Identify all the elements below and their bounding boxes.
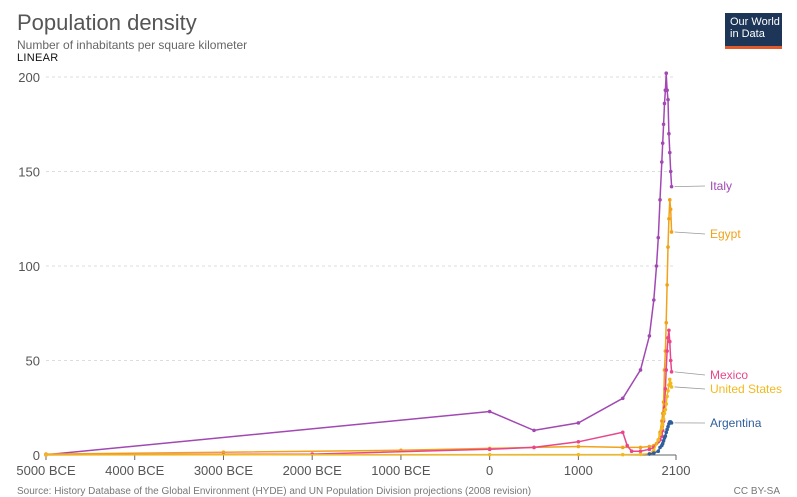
data-point xyxy=(669,381,673,385)
data-point xyxy=(668,378,672,382)
data-point xyxy=(660,427,664,431)
y-tick-label: 150 xyxy=(18,165,40,180)
data-point xyxy=(666,336,670,340)
data-point xyxy=(532,429,536,433)
data-point xyxy=(577,421,581,425)
data-point xyxy=(664,434,668,438)
label-connector xyxy=(675,232,705,234)
source-note: Source: History Database of the Global E… xyxy=(17,486,531,497)
data-point xyxy=(669,170,673,174)
x-tick-label: 1000 BCE xyxy=(371,463,431,478)
data-point xyxy=(488,410,492,414)
data-point xyxy=(669,208,673,212)
y-tick-label: 200 xyxy=(18,70,40,85)
data-point xyxy=(666,245,670,249)
data-point xyxy=(652,451,656,455)
data-point xyxy=(670,421,674,425)
data-point xyxy=(652,298,656,302)
data-point xyxy=(665,349,669,353)
series-label: United States xyxy=(710,382,782,396)
data-point xyxy=(648,334,652,338)
data-point xyxy=(665,88,669,92)
data-point xyxy=(639,446,643,450)
data-point xyxy=(222,450,226,454)
data-point xyxy=(666,389,670,393)
data-point xyxy=(44,453,48,457)
data-point xyxy=(658,198,662,202)
data-point xyxy=(661,423,665,427)
data-point xyxy=(662,122,666,126)
label-connector xyxy=(675,372,705,375)
x-tick-label: 2100 xyxy=(662,463,691,478)
data-point xyxy=(664,321,668,325)
data-point xyxy=(655,264,659,268)
data-point xyxy=(656,438,660,442)
data-point xyxy=(664,71,668,75)
data-point xyxy=(532,446,536,450)
label-connector xyxy=(675,387,705,389)
series-line-italy xyxy=(46,73,672,455)
data-point xyxy=(667,217,671,221)
y-tick-label: 100 xyxy=(18,259,40,274)
data-point xyxy=(639,449,643,453)
series-line-egypt xyxy=(46,200,672,454)
data-point xyxy=(639,453,643,457)
data-point xyxy=(648,448,652,452)
data-point xyxy=(577,453,581,457)
x-tick-label: 2000 BCE xyxy=(283,463,343,478)
data-point xyxy=(664,368,668,372)
data-point xyxy=(665,283,669,287)
x-tick-label: 5000 BCE xyxy=(16,463,76,478)
data-point xyxy=(488,448,492,452)
data-point xyxy=(663,412,667,416)
data-point xyxy=(639,368,643,372)
data-point xyxy=(670,370,674,374)
data-point xyxy=(664,402,668,406)
data-point xyxy=(488,453,492,457)
data-point xyxy=(656,236,660,240)
data-point xyxy=(648,452,652,456)
data-point xyxy=(577,440,581,444)
y-tick-label: 50 xyxy=(26,354,40,369)
data-point xyxy=(658,432,662,436)
data-point xyxy=(668,198,672,202)
data-point xyxy=(656,449,660,453)
x-tick-label: 4000 BCE xyxy=(105,463,165,478)
data-point xyxy=(661,141,665,145)
data-point xyxy=(667,132,671,136)
data-point xyxy=(660,160,664,164)
data-point xyxy=(621,431,625,435)
data-point xyxy=(577,445,581,449)
data-point xyxy=(670,385,674,389)
x-tick-label: 1000 xyxy=(564,463,593,478)
data-point xyxy=(621,453,625,457)
data-point xyxy=(663,102,667,106)
series-label: Mexico xyxy=(710,368,748,382)
data-point xyxy=(625,444,629,448)
data-point xyxy=(665,395,669,399)
x-tick-label: 0 xyxy=(486,463,493,478)
series-line-mexico xyxy=(46,330,672,455)
data-point xyxy=(668,151,672,155)
series-label: Italy xyxy=(710,179,732,193)
data-point xyxy=(621,397,625,401)
series-label: Argentina xyxy=(710,416,762,430)
series-label: Egypt xyxy=(710,227,741,241)
data-point xyxy=(621,446,625,450)
data-point xyxy=(664,408,668,412)
data-point xyxy=(669,359,673,363)
series-line-united-states xyxy=(46,379,672,455)
data-point xyxy=(668,340,672,344)
data-point xyxy=(670,230,674,234)
data-point xyxy=(667,328,671,332)
data-point xyxy=(662,417,666,421)
data-point xyxy=(630,449,634,453)
data-point xyxy=(670,185,674,189)
x-tick-label: 3000 BCE xyxy=(194,463,254,478)
y-tick-label: 0 xyxy=(33,448,40,463)
label-connector xyxy=(675,186,705,187)
data-point xyxy=(666,98,670,102)
license-link[interactable]: CC BY-SA xyxy=(734,486,780,497)
